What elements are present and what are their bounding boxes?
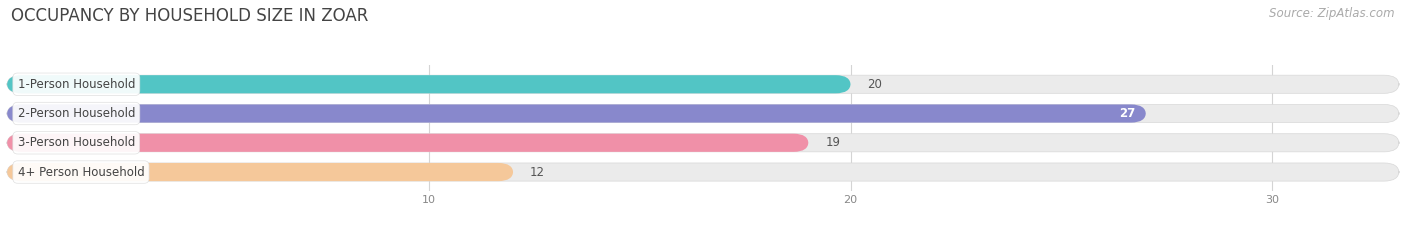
FancyBboxPatch shape <box>7 163 513 181</box>
Text: 4+ Person Household: 4+ Person Household <box>17 165 145 178</box>
FancyBboxPatch shape <box>7 163 1399 181</box>
Text: 3-Person Household: 3-Person Household <box>17 136 135 149</box>
Text: 27: 27 <box>1119 107 1136 120</box>
FancyBboxPatch shape <box>7 134 1399 152</box>
FancyBboxPatch shape <box>7 75 1399 93</box>
Text: 1-Person Household: 1-Person Household <box>17 78 135 91</box>
FancyBboxPatch shape <box>7 104 1146 123</box>
Text: 20: 20 <box>868 78 883 91</box>
Text: 2-Person Household: 2-Person Household <box>17 107 135 120</box>
Text: 12: 12 <box>530 165 546 178</box>
FancyBboxPatch shape <box>7 104 1399 123</box>
Text: 19: 19 <box>825 136 841 149</box>
Text: Source: ZipAtlas.com: Source: ZipAtlas.com <box>1270 7 1395 20</box>
FancyBboxPatch shape <box>7 134 808 152</box>
Text: OCCUPANCY BY HOUSEHOLD SIZE IN ZOAR: OCCUPANCY BY HOUSEHOLD SIZE IN ZOAR <box>11 7 368 25</box>
FancyBboxPatch shape <box>7 75 851 93</box>
